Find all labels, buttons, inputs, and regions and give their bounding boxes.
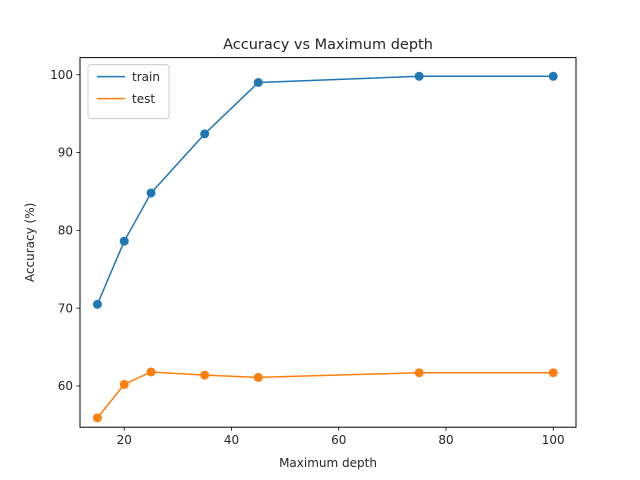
data-point-test bbox=[119, 379, 129, 389]
data-point-test bbox=[548, 368, 558, 378]
x-tick-label: 100 bbox=[542, 433, 565, 447]
legend-box bbox=[87, 64, 170, 120]
y-axis: 60 70 80 90 100 bbox=[50, 68, 80, 393]
data-point-train bbox=[253, 78, 263, 87]
legend-label-test: test bbox=[132, 92, 155, 106]
data-point-train bbox=[414, 71, 424, 81]
data-point-train bbox=[548, 71, 558, 81]
legend: train test bbox=[87, 64, 170, 120]
data-point-test bbox=[414, 368, 424, 378]
data-point-test bbox=[146, 367, 156, 377]
data-point-test bbox=[92, 413, 102, 423]
data-point-test bbox=[200, 370, 210, 380]
chart-title: Accuracy vs Maximum depth bbox=[223, 37, 433, 53]
x-tick-label: 80 bbox=[438, 433, 453, 447]
data-point-train bbox=[92, 299, 102, 309]
y-tick-label: 60 bbox=[58, 379, 73, 393]
y-tick-label: 80 bbox=[58, 224, 73, 238]
y-axis-label: Accuracy (%) bbox=[23, 203, 37, 282]
y-tick-label: 90 bbox=[58, 146, 73, 160]
y-tick-label: 100 bbox=[50, 68, 73, 82]
y-tick-label: 70 bbox=[58, 301, 73, 315]
data-point-train bbox=[200, 129, 210, 139]
x-tick-label: 20 bbox=[117, 433, 132, 447]
legend-label-train: train bbox=[132, 70, 160, 84]
x-axis: 20 40 60 80 100 bbox=[117, 427, 565, 447]
data-point-test bbox=[253, 372, 263, 382]
x-tick-label: 40 bbox=[224, 433, 239, 447]
plot-area bbox=[92, 71, 558, 423]
x-tick-label: 60 bbox=[331, 433, 346, 447]
data-point-train bbox=[146, 188, 156, 198]
axes-frame bbox=[79, 57, 577, 428]
data-point-train bbox=[119, 236, 129, 246]
x-axis-label: Maximum depth bbox=[279, 456, 377, 470]
